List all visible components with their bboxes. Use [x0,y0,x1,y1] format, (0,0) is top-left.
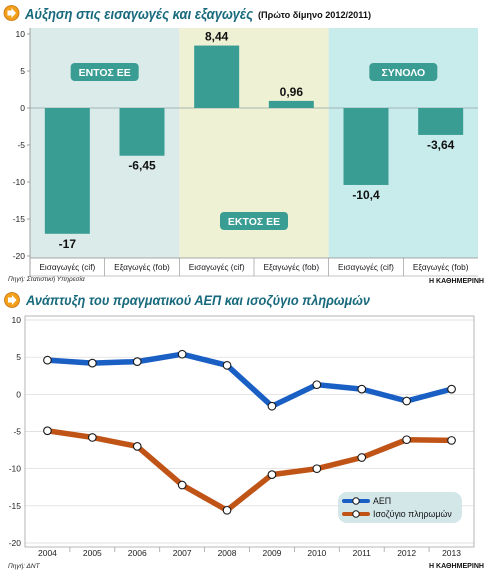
data-point [447,384,456,394]
chart1-header: Αύξηση στις εισαγωγές και εξαγωγές (Πρώτ… [3,5,371,23]
category-label: Εισαγωγές (cif) [338,262,394,272]
x-tick-label: 2012 [397,548,416,558]
category-label: Εξαγωγές (fob) [114,262,170,272]
pointer-icon [4,292,20,308]
y-tick-label: -5 [13,427,21,437]
chart-legend: ΑΕΠ Ισοζύγιο πληρωμών [338,492,462,523]
chart2-source: Πηγή: ΔΝΤ [8,563,41,570]
bar [418,108,464,135]
data-point [312,380,322,390]
series-line [44,351,455,409]
y-tick-label: 0 [16,389,21,399]
group-label: ΕΚΤΟΣ ΕΕ [228,216,280,228]
line-chart: 10 5 0 -5 -10 -15 -20 2004 2005 2006 2007 2008 2009 2… [9,315,475,558]
brand-logo: Η ΚΑΘΗΜΕΡΙΝΗ [429,563,484,570]
data-point [402,396,412,406]
y-tick-label: -10 [13,177,26,187]
data-point [312,464,322,474]
y-tick-label: -5 [17,140,25,150]
x-tick-label: 2009 [262,548,281,558]
group-badge [70,63,139,81]
data-point [222,360,232,370]
pointer-icon [3,5,20,21]
x-tick-label: 2004 [38,548,57,558]
legend-marker [352,510,360,518]
y-tick-label: 5 [16,352,21,362]
bar [268,100,314,108]
chart1-footer: Πηγή: Στατιστική Υπηρεσία Η ΚΑΘΗΜΕΡΙΝΗ [8,275,484,285]
data-point [43,426,52,436]
y-tick-label: 10 [12,315,22,325]
value-label: -10,4 [352,188,380,202]
bar [44,108,90,234]
series-line [44,428,455,514]
value-label: 8,44 [205,30,229,44]
data-point [447,436,456,445]
chart1-source: Πηγή: Στατιστική Υπηρεσία [8,275,85,283]
chart2-footer: Πηγή: ΔΝΤ Η ΚΑΘΗΜΕΡΙΝΗ [8,563,484,570]
data-point [43,355,52,365]
data-point [402,435,412,445]
brand-logo: Η ΚΑΘΗΜΕΡΙΝΗ [429,278,484,285]
group-badge [369,63,438,81]
data-point [177,480,187,490]
category-label: Εξαγωγές (fob) [413,262,469,272]
group-badge [220,212,288,230]
category-label: Εισαγωγές (cif) [189,262,245,272]
x-tick-label: 2006 [128,548,147,558]
data-point [357,384,367,394]
y-tick-label: -20 [9,538,22,548]
chart1-title: Αύξηση στις εισαγωγές και εξαγωγές [24,6,253,23]
x-tick-label: 2007 [173,548,192,558]
y-tick-label: -15 [13,214,26,224]
legend-marker [352,497,360,505]
value-label: -17 [59,237,77,251]
y-tick-label: 10 [16,29,26,39]
bar [343,108,389,185]
bar-chart: 10 5 0 -5 -10 -15 -20 ΕΝΤΟΣ ΕΕ -17 Εισαγωγές (cif… [13,28,478,277]
value-label: -6,45 [128,159,156,173]
x-tick-label: 2005 [83,548,102,558]
value-label: -3,64 [427,138,455,152]
data-point [222,505,232,515]
chart2-header: Ανάπτυξη του πραγματικού ΑΕΠ και ισοζύγι… [4,292,370,308]
y-tick-label: 0 [20,103,25,113]
category-label: Εισαγωγές (cif) [39,262,95,272]
chart1-subtitle: (Πρώτο δίμηνο 2012/2011) [258,10,371,20]
y-tick-label: -15 [9,501,22,511]
data-point [87,433,97,442]
data-point [87,358,97,368]
legend-label: ΑΕΠ [373,496,391,506]
value-label: 0,96 [280,85,304,99]
legend-label: Ισοζύγιο πληρωμών [373,509,452,519]
data-point [267,470,277,479]
x-tick-label: 2013 [442,548,461,558]
data-point [132,442,142,451]
group-label: ΕΝΤΟΣ ΕΕ [79,67,131,79]
bar [194,45,240,108]
x-tick-label: 2011 [353,548,372,558]
x-tick-label: 2010 [307,548,326,558]
data-point [267,401,277,411]
x-tick-label: 2008 [218,548,237,558]
data-point [357,453,367,462]
data-point [132,357,142,366]
bar [119,108,165,156]
y-tick-label: -10 [9,464,22,474]
y-tick-label: -20 [13,251,26,261]
category-label: Εξαγωγές (fob) [263,262,319,272]
y-tick-label: 5 [20,66,25,76]
chart2-title: Ανάπτυξη του πραγματικού ΑΕΠ και ισοζύγι… [25,292,370,308]
group-label: ΣΥΝΟΛΟ [381,67,425,79]
data-point [177,349,187,359]
